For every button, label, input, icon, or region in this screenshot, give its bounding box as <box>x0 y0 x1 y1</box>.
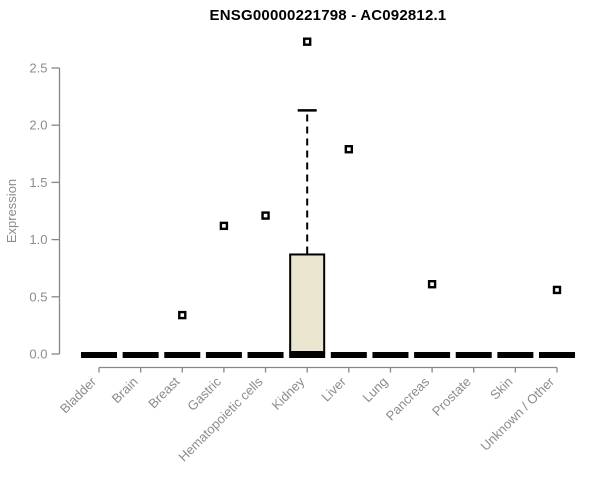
median-bar <box>455 352 492 358</box>
x-category-label: Liver <box>318 374 349 405</box>
x-category-label: Bladder <box>57 374 100 417</box>
outlier-point <box>427 280 437 289</box>
outlier-point <box>302 37 312 46</box>
x-category-label: Kidney <box>269 374 308 413</box>
x-category-label: Pancreas <box>383 374 433 424</box>
y-tick-label: 0.5 <box>29 289 47 304</box>
outlier-point <box>552 285 562 295</box>
y-tick-label: 2.0 <box>29 118 47 133</box>
median-bar <box>81 352 117 358</box>
x-category-label: Breast <box>145 374 182 411</box>
median-bar <box>289 352 326 358</box>
y-tick-label: 1.5 <box>29 175 47 190</box>
median-bar <box>205 352 242 358</box>
median-bar <box>122 352 159 358</box>
x-category-label: Brain <box>109 374 141 406</box>
median-bar <box>330 352 367 358</box>
median-bar <box>539 352 575 358</box>
median-bar <box>247 352 284 358</box>
x-category-label: Prostate <box>429 374 474 419</box>
y-tick-label: 0.0 <box>29 347 47 362</box>
median-bar <box>372 352 409 358</box>
outlier-point <box>261 211 270 220</box>
chart-title: ENSG00000221798 - AC092812.1 <box>209 7 447 24</box>
x-category-label: Lung <box>360 374 391 405</box>
outlier-point <box>178 310 187 320</box>
outlier-point <box>219 221 229 231</box>
y-tick-label: 2.5 <box>29 61 47 76</box>
outlier-point <box>344 145 354 154</box>
x-category-label: Skin <box>487 374 515 402</box>
median-bar <box>497 352 534 358</box>
x-category-label: Unknown / Other <box>478 374 558 454</box>
y-tick-label: 1.0 <box>29 232 47 247</box>
box <box>289 253 326 353</box>
x-category-label: Gastric <box>184 374 224 414</box>
median-bar <box>414 352 451 358</box>
median-bar <box>164 352 201 358</box>
